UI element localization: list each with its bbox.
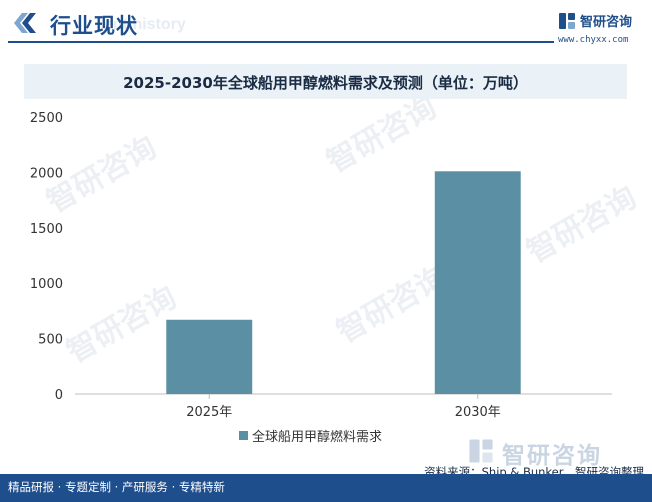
y-tick-label: 0 — [55, 388, 63, 403]
brand-logo: 智研咨询 www.chyxx.com — [558, 11, 648, 45]
bar-chart: 0 500 1000 1500 2000 2500 2025年 2030年全球船用甲醇燃料需求 — [30, 111, 612, 445]
bar — [166, 319, 253, 394]
chart-title: 2025-2030年全球船用甲醇燃料需求及预测（单位：万吨） — [123, 74, 528, 92]
header-divider — [8, 41, 554, 43]
bar — [434, 171, 521, 394]
x-tick-label: 2030年 — [455, 405, 501, 420]
logo-url: www.chyxx.com — [558, 35, 629, 45]
logo-mark-icon — [559, 13, 575, 29]
chevron-double-icon — [14, 13, 36, 33]
x-tick-label: 2025年 — [186, 405, 232, 420]
y-tick-label: 2000 — [30, 166, 63, 181]
chart-title-band: 2025-2030年全球船用甲醇燃料需求及预测（单位：万吨） — [24, 64, 627, 99]
legend-swatch — [239, 431, 248, 440]
y-tick-label: 2500 — [30, 111, 63, 126]
footer-logo-name: 智研咨询 — [502, 443, 602, 469]
y-tick-label: 1000 — [30, 277, 63, 292]
footer-bar — [0, 474, 652, 502]
section-title: 行业现状 — [50, 14, 138, 38]
footer-logo-mark-icon — [469, 439, 493, 463]
logo-name: 智研咨询 — [580, 15, 633, 30]
page-header: ent history 行业现状 — [0, 0, 652, 48]
footer-logo: 智研咨询 — [468, 438, 638, 469]
header-ghost-text: ent history — [104, 16, 186, 33]
y-tick-label: 500 — [38, 333, 63, 348]
y-tick-label: 1500 — [30, 222, 63, 237]
footer-services: 精品研报 · 专题定制 · 产研服务 · 专精特新 — [8, 480, 225, 494]
legend-label: 全球船用甲醇燃料需求 — [252, 429, 382, 445]
